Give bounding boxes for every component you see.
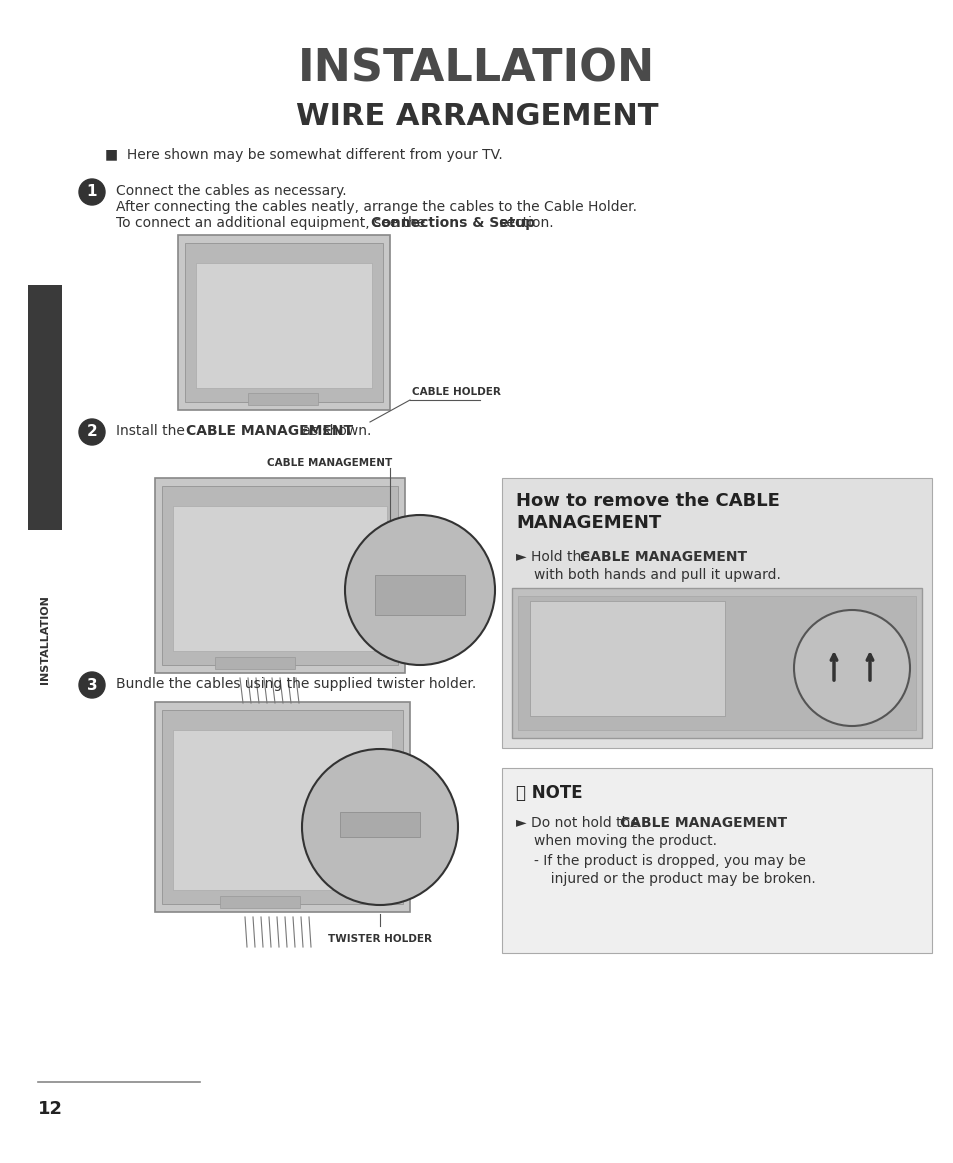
Text: TWISTER HOLDER: TWISTER HOLDER xyxy=(328,934,432,944)
Text: How to remove the CABLE: How to remove the CABLE xyxy=(516,492,779,511)
Text: CABLE MANAGEMENT: CABLE MANAGEMENT xyxy=(267,458,393,468)
FancyBboxPatch shape xyxy=(154,702,410,912)
FancyBboxPatch shape xyxy=(172,730,392,890)
FancyBboxPatch shape xyxy=(214,657,294,669)
FancyBboxPatch shape xyxy=(501,478,931,748)
Text: as shown.: as shown. xyxy=(297,424,371,438)
Text: CABLE MANAGEMENT: CABLE MANAGEMENT xyxy=(579,550,746,564)
FancyBboxPatch shape xyxy=(248,393,317,405)
Text: WIRE ARRANGEMENT: WIRE ARRANGEMENT xyxy=(295,102,658,131)
Text: ■  Here shown may be somewhat different from your TV.: ■ Here shown may be somewhat different f… xyxy=(105,148,502,162)
FancyBboxPatch shape xyxy=(220,896,299,908)
FancyBboxPatch shape xyxy=(28,285,62,530)
Text: 1: 1 xyxy=(87,185,97,200)
Text: MANAGEMENT: MANAGEMENT xyxy=(516,514,660,531)
FancyBboxPatch shape xyxy=(162,486,397,665)
Text: with both hands and pull it upward.: with both hands and pull it upward. xyxy=(534,568,781,582)
Circle shape xyxy=(345,515,495,665)
Circle shape xyxy=(793,611,909,726)
Text: ⓘ NOTE: ⓘ NOTE xyxy=(516,784,582,802)
Text: Connections & Setup: Connections & Setup xyxy=(371,216,535,230)
Text: Connect the cables as necessary.: Connect the cables as necessary. xyxy=(116,184,346,198)
Text: Bundle the cables using the supplied twister holder.: Bundle the cables using the supplied twi… xyxy=(116,677,476,691)
Text: injured or the product may be broken.: injured or the product may be broken. xyxy=(541,872,815,886)
Text: INSTALLATION: INSTALLATION xyxy=(40,595,50,685)
Circle shape xyxy=(79,179,105,205)
Text: 2: 2 xyxy=(87,424,97,440)
FancyBboxPatch shape xyxy=(185,243,382,402)
Text: 12: 12 xyxy=(38,1100,63,1118)
FancyBboxPatch shape xyxy=(339,812,419,837)
FancyBboxPatch shape xyxy=(154,478,405,673)
Text: After connecting the cables neatly, arrange the cables to the Cable Holder.: After connecting the cables neatly, arra… xyxy=(116,200,637,214)
Text: CABLE MANAGEMENT: CABLE MANAGEMENT xyxy=(186,424,353,438)
FancyBboxPatch shape xyxy=(195,263,372,388)
Text: CABLE HOLDER: CABLE HOLDER xyxy=(412,387,500,397)
Text: - If the product is dropped, you may be: - If the product is dropped, you may be xyxy=(534,854,805,868)
FancyBboxPatch shape xyxy=(512,588,921,739)
Text: ► Do not hold the: ► Do not hold the xyxy=(516,816,642,830)
FancyBboxPatch shape xyxy=(178,235,390,411)
FancyBboxPatch shape xyxy=(501,768,931,952)
FancyBboxPatch shape xyxy=(162,709,402,904)
Text: Install the: Install the xyxy=(116,424,189,438)
FancyBboxPatch shape xyxy=(172,506,387,651)
Text: section.: section. xyxy=(495,216,553,230)
Text: ► Hold the: ► Hold the xyxy=(516,550,594,564)
Circle shape xyxy=(79,672,105,698)
Circle shape xyxy=(79,419,105,445)
Text: CABLE MANAGEMENT: CABLE MANAGEMENT xyxy=(619,816,786,830)
Text: when moving the product.: when moving the product. xyxy=(534,834,717,848)
FancyBboxPatch shape xyxy=(517,595,915,730)
Text: 3: 3 xyxy=(87,678,97,692)
Circle shape xyxy=(302,749,457,905)
Text: To connect an additional equipment, see the: To connect an additional equipment, see … xyxy=(116,216,429,230)
Text: INSTALLATION: INSTALLATION xyxy=(298,48,655,91)
FancyBboxPatch shape xyxy=(530,601,724,716)
FancyBboxPatch shape xyxy=(375,575,464,615)
